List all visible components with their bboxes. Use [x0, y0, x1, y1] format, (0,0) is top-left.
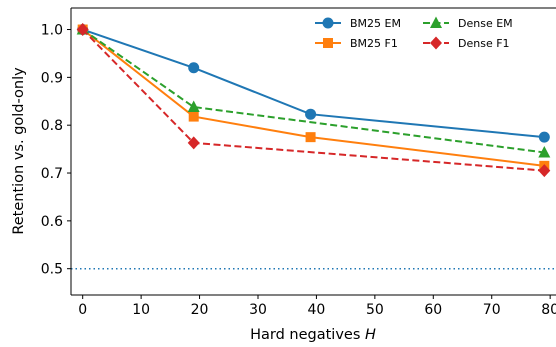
legend-label-bm25-em: BM25 EM [350, 17, 401, 30]
data-point-dense-f1 [187, 136, 200, 150]
data-point-bm25-f1 [305, 132, 316, 143]
y-tick-label: 0.9 [41, 70, 63, 86]
x-axis-label: Hard negatives H [250, 327, 376, 343]
y-tick-label: 0.6 [41, 214, 63, 230]
y-tick-label: 0.7 [41, 166, 63, 182]
series-line-bm25-f1 [82, 28, 545, 167]
x-tick-label: 60 [424, 302, 442, 318]
data-point-bm25-em [188, 62, 200, 74]
x-tick-label: 0 [78, 302, 87, 318]
y-tick-label: 1.0 [41, 23, 63, 39]
data-point-dense-em [187, 100, 200, 113]
series-line-dense-em [82, 28, 545, 154]
x-tick-label: 40 [308, 302, 326, 318]
legend-marker-bm25-f1 [323, 38, 333, 48]
legend-label-dense-f1: Dense F1 [458, 37, 510, 50]
y-tick-label: 0.5 [41, 262, 63, 278]
x-tick-label: 80 [541, 302, 556, 318]
x-tick-label: 30 [249, 302, 267, 318]
legend-label-bm25-f1: BM25 F1 [350, 37, 398, 50]
data-point-bm25-em [305, 108, 317, 120]
legend-marker-dense-em [430, 16, 442, 28]
x-tick-label: 50 [366, 302, 384, 318]
data-point-dense-f1 [76, 23, 89, 37]
y-axis-label: Retention vs. gold-only [11, 67, 27, 235]
y-tick-label: 0.8 [41, 118, 63, 134]
x-tick-label: 10 [132, 302, 150, 318]
x-tick-label: 20 [191, 302, 209, 318]
legend-marker-bm25-em [322, 17, 334, 29]
data-point-dense-em [538, 145, 551, 158]
series-line-dense-f1 [81, 28, 545, 172]
data-point-dense-f1 [538, 164, 551, 178]
data-point-bm25-em [538, 131, 550, 143]
x-tick-label: 70 [483, 302, 501, 318]
legend-marker-dense-f1 [430, 36, 442, 50]
legend-label-dense-em: Dense EM [458, 17, 513, 30]
data-point-bm25-f1 [188, 111, 199, 122]
series-line-bm25-em [82, 28, 545, 139]
